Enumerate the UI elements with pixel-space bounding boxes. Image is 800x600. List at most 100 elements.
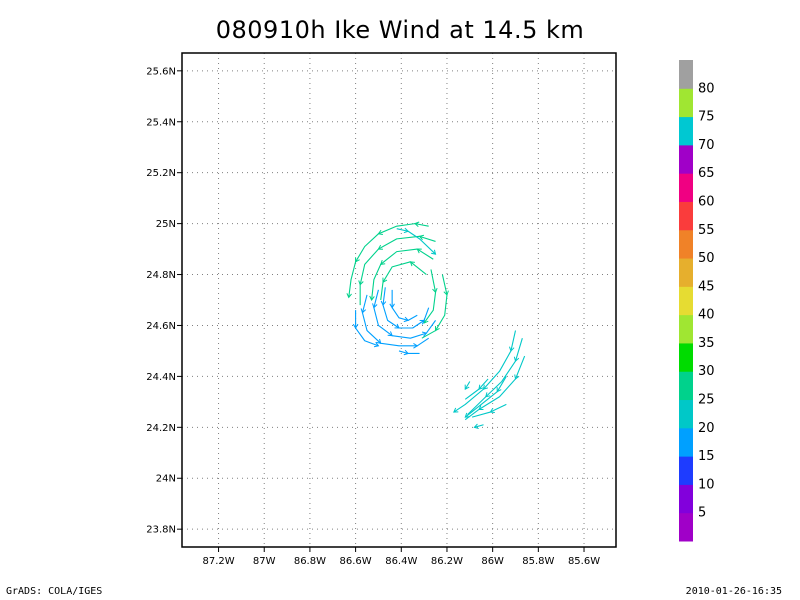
colorbar-segment (679, 314, 693, 344)
streamline-arrowhead (478, 405, 484, 410)
streamline (396, 228, 436, 255)
streamline-arrowhead (464, 384, 470, 390)
streamline-arrowhead (514, 374, 520, 380)
colorbar-label: 75 (698, 110, 715, 125)
streamline (464, 376, 507, 418)
streamline-arrowhead (419, 319, 425, 325)
x-tick-label: 87W (253, 556, 276, 567)
streamline (464, 381, 471, 390)
streamline-arrowhead (360, 308, 367, 314)
x-tick-label: 85.8W (522, 556, 554, 567)
streamline (359, 235, 436, 306)
streamline-arrowhead (496, 387, 502, 393)
streamline (453, 330, 517, 413)
colorbar-label: 50 (698, 251, 715, 266)
colorbar-segment (679, 88, 693, 118)
colorbar-label: 25 (698, 393, 715, 408)
streamline-arrowhead (464, 412, 470, 418)
streamline-arrowhead (432, 287, 438, 294)
y-tick-label: 24.4N (146, 372, 176, 383)
y-tick-label: 25.6N (146, 66, 176, 77)
footer-timestamp: 2010-01-26-16:35 (685, 586, 782, 597)
colorbar-segment (679, 342, 693, 372)
x-tick-label: 86W (481, 556, 504, 567)
colorbar-label: 65 (698, 166, 715, 181)
x-tick-label: 86.2W (431, 556, 463, 567)
streamline-arrowhead (443, 290, 449, 296)
colorbar-label: 35 (698, 336, 715, 351)
streamline (371, 248, 434, 301)
streamline (348, 223, 429, 298)
streamline-arrowhead (414, 221, 420, 227)
streamline-arrowhead (482, 384, 488, 390)
streamline-arrowhead (379, 259, 386, 265)
colorbar-segment (679, 201, 693, 231)
streamline-arrowhead (418, 234, 425, 241)
streamline (464, 355, 526, 421)
streamline-arrowhead (376, 338, 382, 344)
streamline (398, 350, 420, 355)
streamline-arrowhead (485, 392, 491, 398)
streamline (391, 289, 418, 321)
y-tick-label: 24.6N (146, 321, 176, 332)
streamline-arrowhead (508, 346, 515, 352)
streamline-arrowhead (369, 295, 375, 301)
streamline-arrowhead (352, 323, 359, 329)
y-tick-label: 25N (156, 219, 176, 230)
y-tick-label: 25.2N (146, 168, 176, 179)
streamline-arrowhead (382, 277, 388, 283)
x-tick-label: 87.2W (202, 556, 234, 567)
streamline-arrowhead (387, 331, 393, 337)
streamline-arrowhead (409, 261, 415, 267)
streamline-arrowhead (394, 323, 400, 329)
streamline (423, 269, 437, 324)
colorbar-segment (679, 173, 693, 202)
colorbar-label: 45 (698, 279, 715, 294)
colorbar-label: 80 (698, 81, 715, 96)
streamline-arrowhead (478, 384, 484, 390)
y-tick-label: 25.4N (146, 117, 176, 128)
colorbar-label: 40 (698, 308, 715, 323)
streamline-arrowhead (489, 407, 495, 414)
streamline-arrowhead (421, 331, 428, 337)
streamline-arrowhead (403, 316, 410, 323)
colorbar-label: 20 (698, 421, 715, 436)
colorbar-segment (679, 484, 693, 514)
colorbar-segment (679, 60, 693, 89)
streamline-arrowhead (513, 356, 520, 363)
streamline (474, 424, 484, 428)
colorbar-segment (679, 371, 693, 401)
colorbar-segment (679, 286, 693, 316)
streamline-arrowhead (431, 249, 437, 255)
streamline-arrowhead (377, 244, 383, 250)
streamline (382, 287, 430, 329)
streamline-arrowhead (377, 229, 383, 235)
colorbar-segment (679, 144, 693, 174)
streamline (355, 310, 379, 347)
streamline-arrowhead (473, 423, 479, 430)
colorbar-label: 60 (698, 194, 715, 209)
colorbar-segment (679, 116, 693, 146)
streamline-arrowhead (373, 341, 380, 348)
streamline-arrowhead (434, 326, 440, 332)
y-tick-label: 24.2N (146, 423, 176, 434)
colorbar-label: 10 (698, 477, 715, 492)
colorbar-segment (679, 456, 693, 485)
streamline-arrowhead (380, 300, 387, 307)
streamline-arrowhead (403, 349, 410, 356)
streamline (361, 294, 430, 347)
colorbar-segment (679, 258, 693, 287)
x-tick-label: 86.8W (294, 556, 326, 567)
streamline-arrowhead (403, 227, 410, 234)
footer-credit: GrADS: COLA/IGES (6, 586, 103, 597)
streamline-arrowhead (372, 303, 378, 309)
colorbar-segment (679, 229, 693, 259)
streamline-arrowhead (346, 293, 352, 299)
colorbar-label: 5 (698, 506, 706, 521)
streamline-arrowhead (413, 343, 419, 349)
streamline-arrowhead (355, 257, 360, 263)
streamline-arrowhead (453, 407, 459, 413)
plot-frame (181, 52, 617, 548)
colorbar-label: 15 (698, 449, 715, 464)
